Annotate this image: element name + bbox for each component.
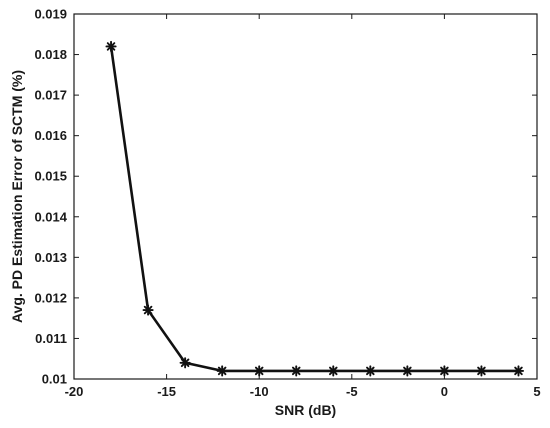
y-tick-label: 0.017 <box>34 88 67 103</box>
data-point-marker <box>216 365 228 377</box>
data-point-marker <box>512 365 525 377</box>
data-point-marker <box>105 40 117 52</box>
data-point-marker <box>290 365 302 377</box>
x-tick-label: 0 <box>441 384 448 399</box>
data-point-marker <box>364 365 376 377</box>
y-tick-label: 0.01 <box>42 372 67 387</box>
x-axis-label: SNR (dB) <box>275 402 336 418</box>
series-line <box>109 46 519 373</box>
data-point-marker <box>327 365 339 377</box>
x-tick-label: 5 <box>533 384 540 399</box>
x-tick-label: -15 <box>157 384 176 399</box>
y-tick-label: 0.019 <box>34 7 67 22</box>
plot-area-frame <box>73 13 538 380</box>
y-tick-label: 0.015 <box>34 169 67 184</box>
data-point-marker <box>475 365 487 377</box>
data-point-marker <box>253 365 265 377</box>
y-tick-label: 0.016 <box>34 128 67 143</box>
data-point-marker <box>179 357 191 369</box>
y-tick-label: 0.018 <box>34 47 67 62</box>
data-point-marker <box>438 365 450 377</box>
data-point-marker <box>401 365 413 377</box>
data-point-marker <box>142 304 154 316</box>
y-tick-label: 0.014 <box>34 209 67 224</box>
y-axis-label: Avg. PD Estimation Error of SCTM (%) <box>9 70 25 323</box>
y-tick-label: 0.011 <box>35 331 67 346</box>
x-tick-label: -20 <box>65 384 84 399</box>
y-tick-label: 0.012 <box>34 290 67 305</box>
x-tick-label: -5 <box>346 384 358 399</box>
y-tick-label: 0.013 <box>34 250 67 265</box>
x-tick-label: -10 <box>250 384 269 399</box>
